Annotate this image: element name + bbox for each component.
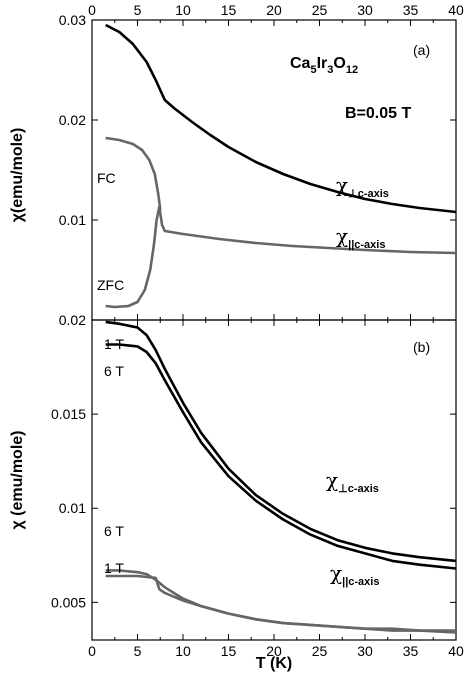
x-tick-label: 5 <box>134 2 142 18</box>
y-tick-label: 0.01 <box>59 212 86 228</box>
x-tick-label: 0 <box>88 643 96 659</box>
x-tick-label: 0 <box>88 2 96 18</box>
x-tick-label: 20 <box>266 2 282 18</box>
x-tick-label: 10 <box>175 2 191 18</box>
panel-b-label: (b) <box>413 339 430 355</box>
label-1T-par: 1 T <box>104 560 124 576</box>
ylabel-b: χ (emu/mole) <box>9 431 26 530</box>
series-line <box>105 574 457 634</box>
y-tick-label: 0.02 <box>59 312 86 328</box>
x-tick-label: 40 <box>448 643 464 659</box>
xlabel: T (K) <box>256 655 292 672</box>
chi-perp-label-b: χ⊥c-axis <box>326 468 379 495</box>
y-tick-label: 0.005 <box>51 594 86 610</box>
y-tick-label: 0.02 <box>59 112 86 128</box>
data-curves <box>105 23 457 634</box>
series-line <box>105 205 457 309</box>
panel-b-frame <box>91 319 457 641</box>
y-tick-label: 0.03 <box>59 12 86 28</box>
x-tick-label: 35 <box>403 643 419 659</box>
formula-label: Ca5Ir3O12 <box>290 55 358 76</box>
label-6T-par: 6 T <box>104 523 124 539</box>
chi-perp-label-a: χ⊥c-axis <box>336 173 389 200</box>
x-tick-label: 5 <box>134 643 142 659</box>
label-1T-perp: 1 T <box>104 336 124 352</box>
label-6T-perp: 6 T <box>104 363 124 379</box>
series-line <box>105 136 162 211</box>
x-tick-label: 30 <box>357 2 373 18</box>
axis-ticks: 0 5 10 15 20 25 30 35 400.010.020.030 5 10 15 20 25 30… <box>51 2 464 659</box>
ylabel-a: χ(emu/mole) <box>9 128 26 223</box>
series-line <box>105 320 457 563</box>
fc-label: FC <box>97 170 116 186</box>
chi-parallel-label-a: χ||c-axis <box>336 224 385 251</box>
x-tick-label: 40 <box>448 2 464 18</box>
panel-a-label: (a) <box>413 42 430 58</box>
chi-parallel-label-b: χ||c-axis <box>330 561 379 588</box>
series-line <box>105 343 457 570</box>
series-line <box>105 23 457 214</box>
x-tick-label: 15 <box>221 2 237 18</box>
x-tick-label: 25 <box>312 643 328 659</box>
x-tick-label: 20 <box>266 643 282 659</box>
y-tick-label: 0.01 <box>59 500 86 516</box>
x-tick-label: 25 <box>312 2 328 18</box>
x-tick-label: 35 <box>403 2 419 18</box>
y-tick-label: 0.015 <box>51 406 86 422</box>
x-tick-label: 15 <box>221 643 237 659</box>
field-label: B=0.05 T <box>345 105 411 122</box>
x-tick-label: 10 <box>175 643 191 659</box>
x-tick-label: 30 <box>357 643 373 659</box>
zfc-label: ZFC <box>97 277 124 293</box>
